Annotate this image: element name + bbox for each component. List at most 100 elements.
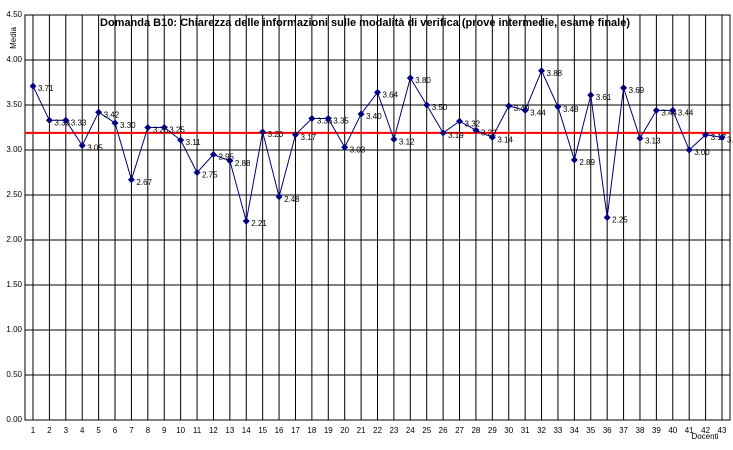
marker bbox=[570, 156, 578, 164]
data-label: 2.67 bbox=[136, 178, 152, 187]
x-tick-label: 18 bbox=[307, 426, 316, 435]
marker bbox=[226, 157, 234, 165]
marker bbox=[275, 193, 283, 201]
x-tick-label: 24 bbox=[406, 426, 415, 435]
data-label: 2.95 bbox=[218, 153, 234, 162]
x-tick-label: 21 bbox=[357, 426, 366, 435]
x-tick-label: 37 bbox=[619, 426, 628, 435]
x-tick-label: 5 bbox=[96, 426, 101, 435]
x-tick-label: 6 bbox=[113, 426, 118, 435]
marker bbox=[259, 128, 267, 136]
x-tick-label: 9 bbox=[162, 426, 167, 435]
marker bbox=[423, 101, 431, 109]
x-tick-label: 12 bbox=[209, 426, 218, 435]
y-tick-label: 2.00 bbox=[6, 235, 22, 244]
marker bbox=[95, 108, 103, 116]
x-tick-label: 34 bbox=[570, 426, 579, 435]
data-label: 3.88 bbox=[547, 69, 563, 78]
x-tick-label: 7 bbox=[129, 426, 134, 435]
data-label: 3.49 bbox=[514, 104, 530, 113]
marker bbox=[488, 133, 496, 141]
data-label: 3.17 bbox=[300, 133, 316, 142]
marker bbox=[439, 129, 447, 137]
marker bbox=[127, 176, 135, 184]
marker bbox=[521, 106, 529, 114]
data-label: 3.30 bbox=[120, 121, 136, 130]
data-label: 3.12 bbox=[399, 137, 415, 146]
x-tick-label: 11 bbox=[193, 426, 202, 435]
x-tick-label: 42 bbox=[701, 426, 710, 435]
y-tick-label: 4.50 bbox=[6, 10, 22, 19]
marker bbox=[160, 124, 168, 131]
x-tick-label: 15 bbox=[258, 426, 267, 435]
data-label: 3.03 bbox=[350, 145, 366, 154]
data-label: 2.48 bbox=[284, 195, 300, 204]
marker bbox=[78, 142, 86, 149]
data-label: 3.48 bbox=[563, 105, 579, 114]
marker bbox=[209, 151, 217, 158]
data-label: 2.88 bbox=[235, 159, 251, 168]
data-label: 3.50 bbox=[432, 103, 448, 112]
data-label: 3.44 bbox=[678, 109, 694, 118]
data-label: 3.35 bbox=[333, 117, 349, 126]
x-tick-label: 19 bbox=[324, 426, 333, 435]
data-label: 3.44 bbox=[530, 109, 546, 118]
marker bbox=[652, 106, 660, 114]
y-tick-label: 1.50 bbox=[6, 280, 22, 289]
data-label: 3.33 bbox=[54, 118, 70, 127]
x-tick-label: 30 bbox=[504, 426, 513, 435]
marker bbox=[62, 116, 70, 124]
marker bbox=[341, 143, 349, 151]
x-tick-label: 35 bbox=[586, 426, 595, 435]
data-label: 2.21 bbox=[251, 219, 267, 228]
marker bbox=[669, 106, 677, 114]
marker bbox=[291, 131, 299, 139]
marker bbox=[554, 103, 562, 111]
marker bbox=[505, 102, 513, 110]
data-label: 3.64 bbox=[383, 91, 399, 100]
marker bbox=[357, 110, 365, 118]
marker bbox=[144, 124, 152, 131]
y-tick-label: 2.50 bbox=[6, 190, 22, 199]
marker bbox=[718, 133, 726, 141]
data-label: 3.22 bbox=[481, 128, 497, 137]
x-tick-label: 33 bbox=[553, 426, 562, 435]
data-label: 2.75 bbox=[202, 171, 218, 180]
data-label: 3.42 bbox=[104, 110, 120, 119]
x-tick-label: 27 bbox=[455, 426, 464, 435]
data-label: 2.25 bbox=[612, 216, 628, 225]
x-tick-label: 39 bbox=[652, 426, 661, 435]
marker bbox=[702, 131, 710, 139]
marker bbox=[242, 217, 250, 225]
data-label: 2.89 bbox=[579, 158, 595, 167]
y-tick-label: 4.00 bbox=[6, 55, 22, 64]
x-tick-label: 25 bbox=[422, 426, 431, 435]
data-label: 3.71 bbox=[38, 84, 54, 93]
marker bbox=[177, 136, 185, 144]
data-label: 3.44 bbox=[661, 109, 677, 118]
marker bbox=[587, 91, 595, 99]
marker bbox=[45, 116, 53, 124]
x-tick-label: 10 bbox=[176, 426, 185, 435]
marker bbox=[193, 169, 201, 176]
y-tick-label: 0.00 bbox=[6, 415, 22, 424]
data-label: 3.14 bbox=[497, 136, 513, 145]
marker bbox=[406, 74, 414, 82]
data-label: 3.32 bbox=[465, 119, 481, 128]
x-tick-label: 13 bbox=[225, 426, 234, 435]
data-label: 3.40 bbox=[366, 112, 382, 121]
x-tick-label: 14 bbox=[242, 426, 251, 435]
x-tick-label: 16 bbox=[275, 426, 284, 435]
data-label: 3.25 bbox=[169, 126, 185, 135]
x-axis-label: Docenti bbox=[691, 432, 718, 441]
x-tick-label: 38 bbox=[636, 426, 645, 435]
x-tick-label: 29 bbox=[488, 426, 497, 435]
marker bbox=[620, 84, 628, 92]
x-tick-label: 20 bbox=[340, 426, 349, 435]
marker bbox=[308, 115, 316, 122]
y-axis-label: Media bbox=[9, 27, 18, 49]
data-label: 3.80 bbox=[415, 76, 431, 85]
marker bbox=[390, 135, 398, 143]
data-label: 3.05 bbox=[87, 144, 103, 153]
